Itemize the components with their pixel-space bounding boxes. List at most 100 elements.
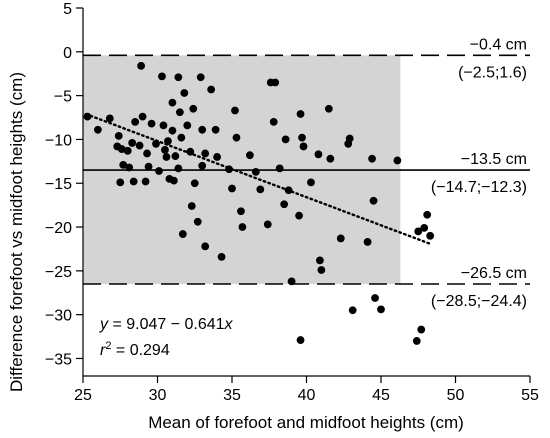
data-point bbox=[314, 150, 323, 159]
data-point bbox=[420, 224, 429, 232]
data-point bbox=[256, 185, 265, 194]
data-point bbox=[414, 227, 423, 236]
data-point bbox=[161, 146, 169, 154]
x-tick-label: 40 bbox=[298, 387, 316, 404]
eq-y-symbol: y bbox=[99, 316, 109, 333]
data-point bbox=[119, 160, 128, 169]
data-point bbox=[280, 200, 289, 209]
data-point bbox=[281, 135, 290, 144]
x-tick-label: 50 bbox=[447, 387, 465, 404]
data-point bbox=[114, 132, 123, 140]
data-point bbox=[307, 178, 315, 187]
upper-loa-ci: (−2.5;1.6) bbox=[458, 64, 527, 81]
x-tick-label: 35 bbox=[223, 387, 241, 404]
data-point bbox=[348, 306, 357, 315]
upper-loa-label: −0.4 cm bbox=[470, 36, 527, 53]
regression-line-group bbox=[84, 112, 432, 246]
y-tick-label: −20 bbox=[45, 220, 72, 237]
y-tick-label: 0 bbox=[63, 45, 72, 62]
data-point bbox=[117, 145, 126, 153]
data-point bbox=[137, 61, 146, 70]
data-point bbox=[94, 125, 102, 134]
r-squared: r2 = 0.294 bbox=[100, 340, 170, 359]
data-point bbox=[116, 178, 125, 187]
regression-line bbox=[84, 112, 432, 246]
data-point bbox=[168, 126, 177, 135]
data-point bbox=[190, 179, 199, 188]
data-point bbox=[174, 164, 183, 173]
data-point bbox=[174, 73, 183, 82]
data-point bbox=[201, 149, 210, 158]
data-point bbox=[211, 125, 220, 134]
data-point bbox=[336, 234, 345, 243]
data-point bbox=[83, 112, 92, 121]
data-point bbox=[284, 186, 293, 195]
r2-value: = 0.294 bbox=[111, 342, 169, 359]
data-point bbox=[296, 336, 305, 344]
data-point bbox=[183, 121, 192, 130]
data-point bbox=[187, 202, 196, 210]
data-point bbox=[162, 153, 171, 161]
data-point bbox=[344, 139, 353, 148]
lower-loa-label: −26.5 cm bbox=[461, 265, 527, 282]
data-point bbox=[369, 196, 378, 205]
data-point bbox=[196, 73, 205, 82]
data-point bbox=[123, 146, 132, 155]
data-point bbox=[324, 104, 333, 113]
data-point bbox=[138, 112, 147, 121]
data-point bbox=[251, 167, 260, 176]
data-point bbox=[164, 137, 172, 146]
data-point bbox=[193, 217, 202, 226]
data-point bbox=[228, 184, 236, 193]
data-point bbox=[287, 277, 296, 286]
data-point bbox=[299, 142, 308, 151]
data-point bbox=[275, 164, 284, 173]
regression-equation: y = 9.047 − 0.641x bbox=[99, 316, 234, 333]
data-point bbox=[298, 133, 306, 142]
data-point bbox=[423, 210, 432, 219]
data-point bbox=[417, 325, 426, 334]
data-point bbox=[152, 139, 160, 148]
y-tick-label: −5 bbox=[54, 89, 72, 106]
data-point bbox=[207, 85, 216, 94]
data-point bbox=[131, 118, 140, 126]
data-point bbox=[159, 121, 168, 130]
data-point bbox=[141, 177, 150, 186]
data-point bbox=[295, 211, 303, 220]
data-point bbox=[198, 161, 207, 170]
data-point bbox=[158, 72, 166, 81]
data-point bbox=[155, 167, 163, 175]
eq-x-symbol: x bbox=[224, 316, 234, 333]
data-point bbox=[217, 252, 226, 261]
data-point bbox=[147, 119, 156, 128]
data-point bbox=[326, 154, 335, 163]
data-point bbox=[316, 256, 324, 265]
data-point bbox=[135, 141, 144, 150]
x-tick-label: 25 bbox=[74, 387, 92, 404]
y-tick-label: −10 bbox=[45, 132, 72, 149]
y-tick-label: −30 bbox=[45, 308, 72, 325]
data-point bbox=[263, 220, 272, 229]
data-point bbox=[178, 230, 187, 238]
data-point bbox=[180, 89, 189, 97]
data-point bbox=[143, 149, 151, 158]
data-point bbox=[269, 118, 278, 126]
data-point bbox=[125, 163, 134, 172]
data-points bbox=[83, 61, 435, 345]
data-point bbox=[237, 207, 245, 216]
data-point bbox=[368, 154, 376, 163]
x-tick-label: 45 bbox=[372, 387, 390, 404]
data-point bbox=[128, 139, 137, 147]
data-point bbox=[175, 108, 184, 117]
data-point bbox=[317, 266, 326, 274]
data-point bbox=[129, 177, 138, 186]
data-point bbox=[189, 104, 198, 113]
data-point bbox=[171, 152, 180, 160]
data-point bbox=[213, 153, 222, 161]
eq-body: = 9.047 − 0.641 bbox=[108, 316, 225, 333]
y-tick-label: 5 bbox=[63, 1, 72, 18]
y-tick-label: −35 bbox=[45, 351, 72, 368]
data-point bbox=[177, 133, 186, 142]
